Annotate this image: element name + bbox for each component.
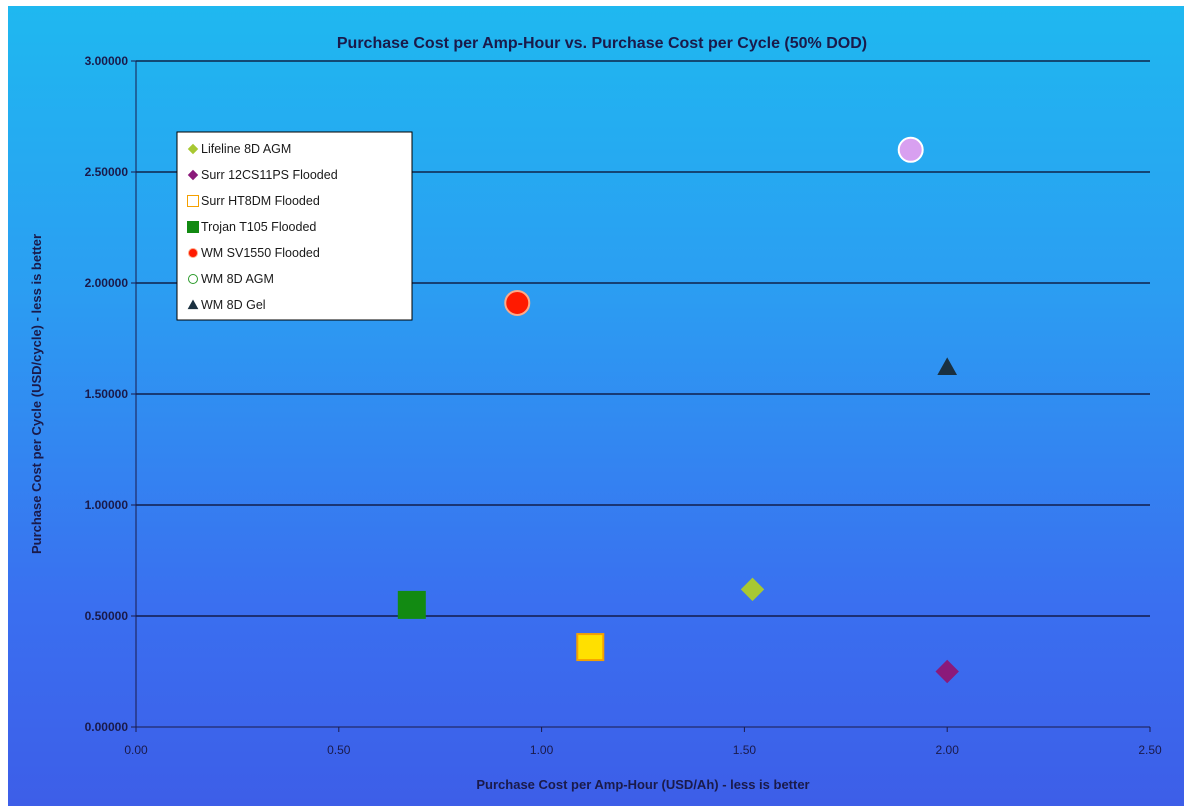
data-point	[935, 659, 959, 684]
y-tick-label: 1.00000	[85, 498, 129, 512]
legend-label: Surr HT8DM Flooded	[201, 194, 320, 208]
legend-marker	[187, 195, 199, 207]
legend-label: WM SV1550 Flooded	[201, 246, 320, 260]
legend-marker	[187, 169, 199, 181]
chart-area: 0.00000 0.50000 1.00000 1.50000 2.00000 2.500…	[8, 6, 1184, 806]
legend-marker	[188, 248, 198, 258]
legend-label: WM 8D AGM	[201, 272, 274, 286]
legend-marker	[187, 143, 199, 155]
tick-labels: 0.000000.500001.000001.500002.000002.500…	[85, 54, 1162, 757]
x-tick-label: 1.50	[733, 743, 757, 757]
y-tick-label: 0.00000	[85, 720, 129, 734]
legend-marker	[187, 221, 199, 233]
y-tick-label: 1.50000	[85, 387, 129, 401]
legend-label: Lifeline 8D AGM	[201, 142, 291, 156]
chart-title: Purchase Cost per Amp-Hour vs. Purchase …	[337, 35, 867, 52]
y-tick-label: 2.50000	[85, 165, 129, 179]
x-tick-label: 2.00	[936, 743, 960, 757]
data-points	[397, 136, 959, 684]
legend-label: Trojan T105 Flooded	[201, 220, 316, 234]
scatter-chart: 0.000000.500001.000001.500002.000002.500…	[29, 35, 1162, 792]
y-axis-title: Purchase Cost per Cycle (USD/cycle) - le…	[29, 234, 44, 554]
legend-label: WM 8D Gel	[201, 298, 266, 312]
data-point	[397, 590, 426, 619]
y-tick-label: 3.00000	[85, 54, 129, 68]
legend-marker	[188, 274, 198, 284]
legend: Lifeline 8D AGM Surr 12CS11PS Flooded Surr…	[176, 131, 413, 321]
x-tick-label: 0.50	[327, 743, 351, 757]
data-point	[897, 136, 924, 163]
data-point	[576, 633, 605, 662]
y-tick-label: 2.00000	[85, 276, 129, 290]
x-tick-label: 0.00	[124, 743, 148, 757]
data-point	[740, 577, 765, 602]
x-tick-label: 1.00	[530, 743, 554, 757]
legend-box	[176, 131, 413, 321]
data-point	[504, 289, 531, 316]
y-tick-label: 0.50000	[85, 609, 129, 623]
legend-marker	[187, 299, 199, 310]
data-point	[937, 357, 958, 376]
x-axis-title: Purchase Cost per Amp-Hour (USD/Ah) - le…	[476, 777, 809, 792]
legend-label: Surr 12CS11PS Flooded	[201, 168, 338, 182]
x-tick-label: 2.50	[1138, 743, 1162, 757]
